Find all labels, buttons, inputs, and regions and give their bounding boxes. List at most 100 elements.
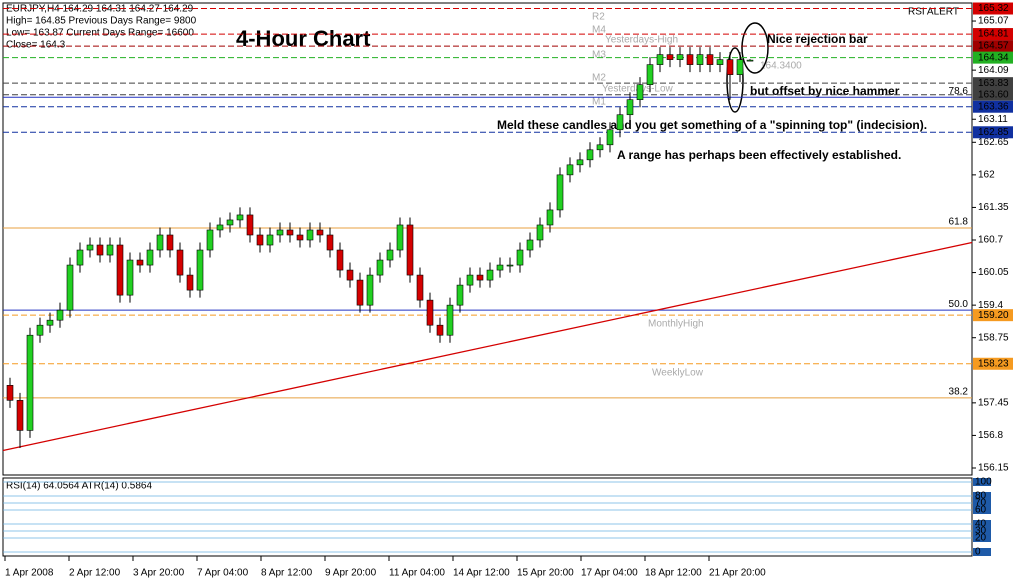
y-tick-label: 158.75 [978,332,1009,343]
pivot-label: R2 [592,12,605,23]
candle-body [516,249,524,266]
candle-body [36,324,44,336]
rsi-tick-label: 80 [975,491,987,502]
candle-body [426,299,434,326]
level-box [973,88,1013,101]
candle-body [726,59,734,75]
level-label: 164.81 [978,29,1009,40]
candle-body [586,149,594,161]
candle-body [236,214,244,221]
rsi-box [973,499,991,507]
rsi-tick-label: 20 [975,533,987,544]
candle-body [706,54,714,65]
candle-body [266,234,274,246]
pivot-label: M3 [592,50,606,61]
y-tick-label: 156.15 [978,463,1009,474]
candle-body [226,219,234,226]
candle-body [206,229,214,251]
pivot-label: WeeklyLow [652,368,704,379]
candle-body [316,229,324,236]
y-tick-label: 165.07 [978,16,1009,27]
y-tick-label: 162.65 [978,137,1009,148]
candle-body [306,229,314,241]
candle-body [376,259,384,276]
highlight-ellipse [726,47,744,113]
candle-body [746,59,754,62]
rsi-tick-label: 100 [975,477,992,488]
candle-body [646,64,654,85]
chart-title: 4-Hour Chart [236,26,371,51]
candle-body [246,214,254,236]
candle-body [186,274,194,291]
candle-body [326,234,334,251]
x-tick-label: 7 Apr 04:00 [197,568,249,579]
pivot-label: M2 [592,73,606,84]
y-tick-label: 161.35 [978,202,1009,213]
rsi-tick-label: 40 [975,519,987,530]
candle-body [176,249,184,276]
candle-body [76,249,84,266]
candle-body [66,264,74,311]
candle-body [166,234,174,251]
pivot-label: M4 [592,25,606,36]
candle-body [156,234,164,251]
level-box [973,357,1013,370]
y-tick-label: 159.4 [978,300,1003,311]
y-tick-label: 156.8 [978,430,1003,441]
candle-body [16,400,24,431]
level-label: 164.57 [978,41,1009,52]
highlight-ellipse [741,22,769,74]
x-tick-label: 1 Apr 2008 [5,568,54,579]
rsi-box [973,520,991,528]
level-box [973,309,1013,322]
candle-body [696,54,704,65]
candle-body [286,229,294,236]
level-box [973,126,1013,139]
candle-body [736,59,744,75]
candle-body [506,264,514,267]
rsi-tick-label: 60 [975,505,987,516]
fib-label: 78.6 [949,86,969,97]
plot-frame [2,2,973,476]
candle-body [526,239,534,251]
y-tick-label: 163.11 [978,114,1008,125]
x-tick-label: 8 Apr 12:00 [261,568,313,579]
x-tick-label: 11 Apr 04:00 [389,568,445,579]
candle-body [396,224,404,251]
rsi-box [973,548,991,556]
x-tick-label: 2 Apr 12:00 [69,568,121,579]
candle-body [416,274,424,301]
annotation: A range has perhaps been effectively est… [617,148,901,162]
fib-label: 61.8 [949,217,969,228]
x-tick-label: 9 Apr 20:00 [325,568,377,579]
candle-body [636,84,644,101]
rsi-tick-label: 70 [975,498,987,509]
candle-body [386,249,394,261]
trendline [2,241,973,452]
level-label: 164.34 [978,52,1009,63]
candle-body [606,129,614,146]
header: Low= 163.87 Current Days Range= 16600 [6,28,194,39]
candle-body [6,385,14,401]
level-label: 158.23 [978,358,1009,369]
candle-body [116,244,124,296]
candle-body [476,274,484,281]
x-tick-label: 17 Apr 04:00 [581,568,638,579]
candle-body [196,249,204,291]
candle-body [96,244,104,256]
x-tick-label: 14 Apr 12:00 [453,568,510,579]
pivot-label: MonthlyHigh [648,319,704,330]
header: High= 164.85 Previous Days Range= 9800 [6,16,197,27]
candle-body [686,54,694,65]
level-box [973,40,1013,53]
candle-body [46,319,54,326]
candle-body [436,324,444,336]
y-tick-label: 164.09 [978,65,1009,76]
candle-body [716,59,724,65]
annotation: Meld these candles and you get something… [497,118,927,132]
level-label: 165.32 [978,3,1009,14]
candle-body [656,54,664,65]
candle-body [56,309,64,321]
candle-body [366,274,374,306]
